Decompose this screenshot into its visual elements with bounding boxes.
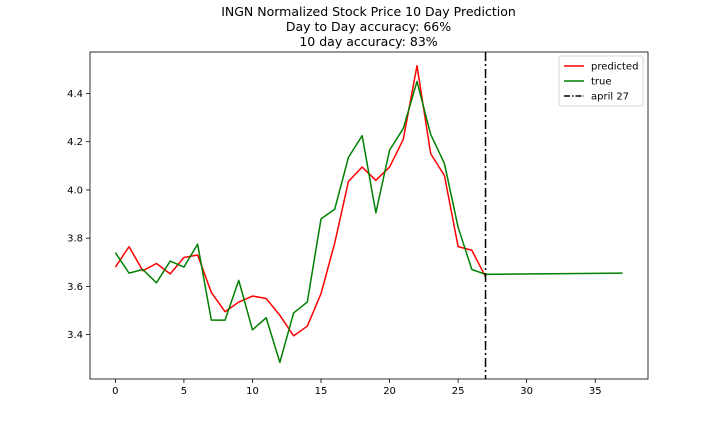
- x-tick-label: 20: [383, 386, 396, 397]
- legend-box: [558, 55, 644, 107]
- legend-label: predicted: [591, 62, 638, 73]
- y-tick-label: 4.0: [67, 185, 83, 196]
- x-tick-label: 30: [520, 386, 533, 397]
- plot-frame: [89, 51, 649, 380]
- x-axis: 0 5 10 15 20 25 30 35: [112, 379, 602, 397]
- y-tick-label: 4.4: [67, 89, 83, 100]
- series-line-predicted: [114, 65, 487, 337]
- x-tick-label: 0: [112, 386, 118, 397]
- legend-label: april 27: [591, 92, 629, 103]
- y-tick-label: 3.6: [67, 282, 83, 293]
- x-tick-label: 25: [452, 386, 465, 397]
- x-tick-label: 15: [315, 386, 328, 397]
- chart-title: INGN Normalized Stock Price 10 Day Predi…: [221, 4, 516, 49]
- x-tick-label: 10: [246, 386, 259, 397]
- x-tick-label: 5: [181, 386, 187, 397]
- x-tick-label: 35: [589, 386, 602, 397]
- series-line-true: [114, 80, 623, 364]
- y-tick-label: 3.8: [67, 234, 83, 245]
- plot-area: [114, 52, 623, 379]
- legend-label: true: [591, 77, 612, 88]
- chart-title-line-1: INGN Normalized Stock Price 10 Day Predi…: [221, 4, 516, 19]
- y-axis: 3.4 3.6 3.8 4.0 4.2 4.4: [67, 89, 90, 341]
- y-tick-label: 4.2: [67, 137, 83, 148]
- chart-title-line-3: 10 day accuracy: 83%: [299, 34, 437, 49]
- legend: predicted true april 27: [558, 55, 644, 107]
- chart-title-line-2: Day to Day accuracy: 66%: [286, 19, 451, 34]
- y-tick-label: 3.4: [67, 330, 83, 341]
